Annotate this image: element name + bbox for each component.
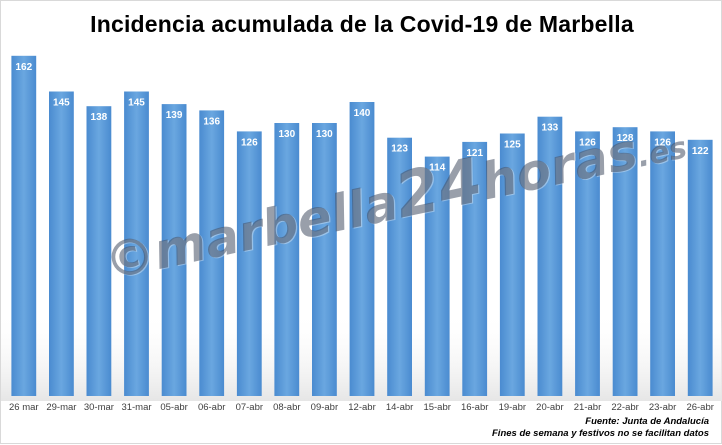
data-label: 121 [466, 148, 483, 159]
bar-30-mar [86, 106, 112, 396]
data-label: 126 [654, 137, 671, 148]
data-label: 130 [316, 129, 333, 140]
weekend-note: Fines de semana y festivos no se facilit… [492, 428, 709, 439]
bar-26-mar [11, 55, 37, 397]
bar-31-mar [124, 91, 149, 396]
data-label: 128 [617, 133, 634, 144]
bar-23-abr [650, 131, 675, 396]
bar-22-abr [612, 127, 638, 396]
bar-08-abr [274, 123, 300, 396]
bar-29-mar [49, 91, 74, 396]
bar-07-abr [236, 131, 262, 396]
bar-12-abr [349, 102, 375, 396]
x-tick-label: 16-abr [461, 402, 488, 413]
data-label: 136 [203, 116, 220, 127]
data-label: 126 [579, 137, 596, 148]
x-tick-label: 15-abr [423, 402, 450, 413]
data-label: 133 [542, 123, 559, 134]
bar-06-abr [199, 110, 225, 397]
x-tick-label: 12-abr [348, 402, 375, 413]
x-tick-label: 06-abr [198, 402, 225, 413]
bar-19-abr [499, 133, 525, 396]
bars-group [11, 55, 713, 397]
x-tick-label: 20-abr [536, 402, 563, 413]
data-label: 114 [429, 163, 446, 174]
x-tick-label: 26-abr [686, 402, 713, 413]
x-axis-ticks: 26 mar 29-mar 30-mar 31-mar 05-abr 06-abr 07-a… [9, 402, 714, 413]
bar-16-abr [462, 141, 488, 396]
x-tick-label: 09-abr [311, 402, 338, 413]
source-text: Fuente: Junta de Andalucía [585, 416, 709, 427]
x-tick-label: 23-abr [649, 402, 676, 413]
data-label: 139 [166, 110, 183, 121]
source-note: Fuente: Junta de Andalucía Fines de sema… [492, 416, 709, 440]
bar-26-abr [687, 139, 713, 397]
bar-05-abr [161, 104, 187, 396]
chart-title: Incidencia acumulada de la Covid-19 de M… [90, 11, 634, 37]
bar-20-abr [537, 116, 563, 396]
data-label: 123 [391, 144, 408, 155]
bar-14-abr [387, 137, 412, 396]
data-labels-group: 162 145 138 145 139 136 126 130 130 140 123 114 121 1… [15, 62, 709, 174]
x-tick-label: 08-abr [273, 402, 300, 413]
x-tick-label: 21-abr [574, 402, 601, 413]
x-tick-label: 07-abr [236, 402, 263, 413]
data-label: 145 [128, 98, 145, 109]
x-tick-label: 30-mar [84, 402, 114, 413]
data-label: 130 [278, 129, 295, 140]
data-label: 126 [241, 137, 258, 148]
data-label: 125 [504, 140, 521, 151]
data-label: 122 [692, 146, 709, 157]
data-label: 138 [91, 112, 108, 123]
x-tick-label: 31-mar [121, 402, 151, 413]
x-tick-label: 05-abr [160, 402, 187, 413]
data-label: 162 [15, 62, 32, 73]
bar-21-abr [575, 131, 600, 396]
x-tick-label: 19-abr [499, 402, 526, 413]
x-tick-label: 22-abr [611, 402, 638, 413]
data-label: 140 [354, 108, 371, 119]
x-tick-label: 14-abr [386, 402, 413, 413]
bar-09-abr [312, 123, 337, 396]
x-tick-label: 26 mar [9, 402, 39, 413]
bar-15-abr [424, 156, 450, 396]
x-tick-label: 29-mar [46, 402, 76, 413]
data-label: 145 [53, 98, 70, 109]
